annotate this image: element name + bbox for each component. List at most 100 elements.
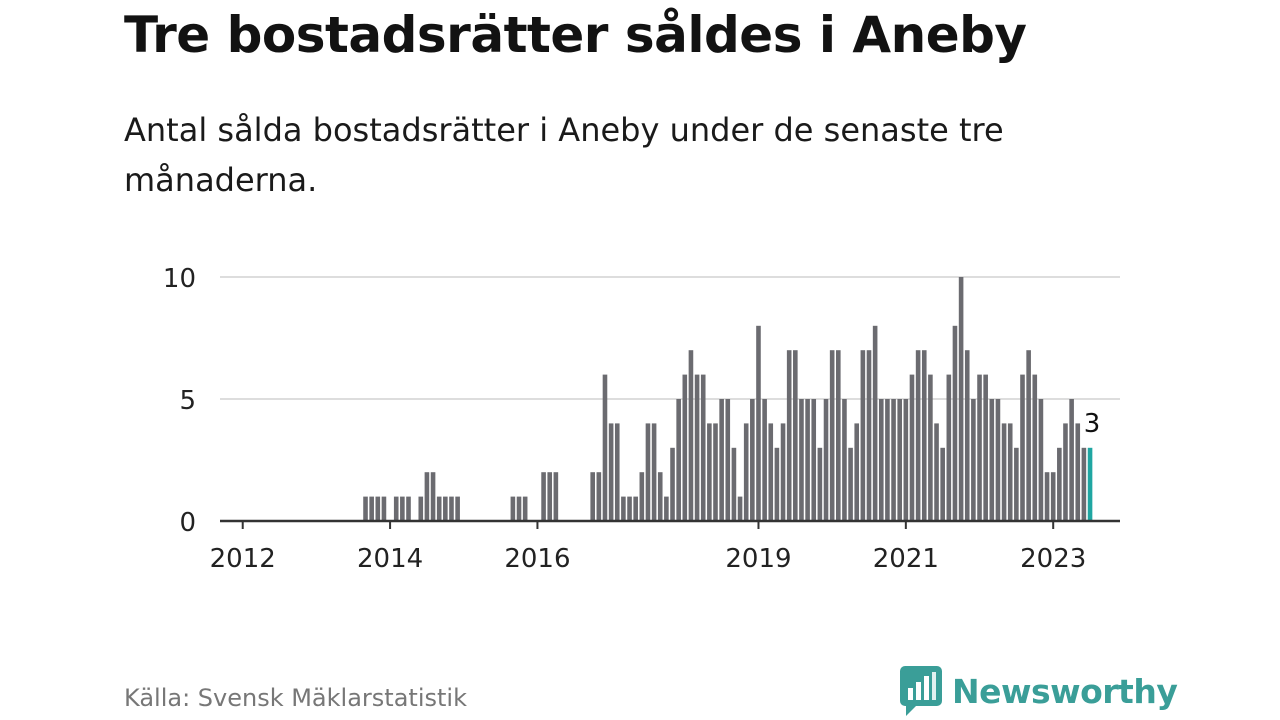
bar (1075, 423, 1081, 521)
bar (645, 423, 651, 521)
bar (786, 350, 792, 521)
bar (848, 447, 853, 521)
bar (436, 496, 442, 521)
bar (1026, 350, 1031, 521)
bar (369, 496, 374, 521)
bar (664, 496, 669, 521)
bar (541, 472, 546, 521)
bar (842, 399, 847, 521)
chart-title: Tre bostadsrätter såldes i Aneby (124, 6, 1027, 64)
bar (688, 350, 694, 521)
bar (406, 496, 411, 521)
bar (897, 399, 902, 521)
bar (393, 496, 399, 521)
bar (602, 374, 608, 521)
bar (829, 350, 835, 521)
bar (995, 399, 1001, 521)
bar (516, 496, 522, 521)
bar (750, 399, 755, 521)
bar (1069, 399, 1074, 521)
bar (928, 374, 933, 521)
x-tick-label: 2023 (1020, 544, 1086, 574)
bar (694, 374, 700, 521)
x-tick-label: 2014 (357, 544, 423, 574)
bar (725, 399, 731, 521)
bar (1044, 472, 1050, 521)
bar (400, 496, 405, 521)
bar (443, 496, 448, 521)
bar (633, 496, 638, 521)
bar (743, 423, 749, 521)
source-note: Källa: Svensk Mäklarstatistik (124, 684, 467, 712)
bar (1032, 374, 1038, 521)
bar (651, 423, 657, 521)
bar (903, 399, 909, 521)
newsworthy-logo-icon (900, 666, 942, 716)
bar (719, 399, 724, 521)
bar (793, 350, 798, 521)
bar (1014, 447, 1019, 521)
bar (946, 374, 952, 521)
bar (878, 399, 884, 521)
bar (522, 496, 528, 521)
bar (1063, 423, 1068, 521)
x-tick-label: 2016 (504, 544, 570, 574)
bar (811, 399, 817, 521)
bar (891, 399, 896, 521)
bar (1038, 399, 1044, 521)
bar (553, 472, 559, 521)
bar (731, 447, 737, 521)
bar (836, 350, 841, 521)
bar (590, 472, 595, 521)
bar (657, 472, 663, 521)
bar (455, 496, 460, 521)
bar (934, 423, 939, 521)
bar (614, 423, 620, 521)
bar (430, 472, 436, 521)
bar (989, 399, 995, 521)
x-tick-label: 2019 (725, 544, 791, 574)
y-tick-label: 10 (163, 264, 196, 294)
bar (983, 374, 988, 521)
bar (964, 350, 970, 521)
bar (823, 399, 829, 521)
bar (375, 496, 381, 521)
bar (921, 350, 927, 521)
bar (381, 496, 387, 521)
bar (885, 399, 890, 521)
bar (1007, 423, 1013, 521)
bar (621, 496, 626, 521)
bar (682, 374, 688, 521)
bar-latest (1087, 447, 1093, 521)
bar (737, 496, 743, 521)
newsworthy-logo-text: Newsworthy (952, 671, 1178, 711)
bar (799, 399, 804, 521)
bar (774, 447, 780, 521)
bar (424, 472, 430, 521)
bar (768, 423, 774, 521)
x-tick-label: 2012 (210, 544, 276, 574)
bar (805, 399, 810, 521)
bar (449, 496, 454, 521)
bar (1001, 423, 1007, 521)
bar (971, 399, 976, 521)
bar (909, 374, 915, 521)
bar (676, 399, 681, 521)
bar (1050, 472, 1056, 521)
chart-subtitle: Antal sålda bostadsrätter i Aneby under … (124, 111, 1004, 199)
y-tick-label: 5 (179, 386, 196, 416)
x-tick-label: 2021 (873, 544, 939, 574)
bar (1081, 447, 1087, 521)
latest-value-label: 3 (1084, 409, 1101, 439)
bar (1057, 447, 1062, 521)
bar (780, 423, 786, 521)
bar (866, 350, 872, 521)
bar (817, 447, 823, 521)
bar (872, 325, 878, 521)
bar (915, 350, 921, 521)
bar (418, 496, 424, 521)
bar (547, 472, 553, 521)
bar (670, 447, 675, 521)
bar (854, 423, 860, 521)
